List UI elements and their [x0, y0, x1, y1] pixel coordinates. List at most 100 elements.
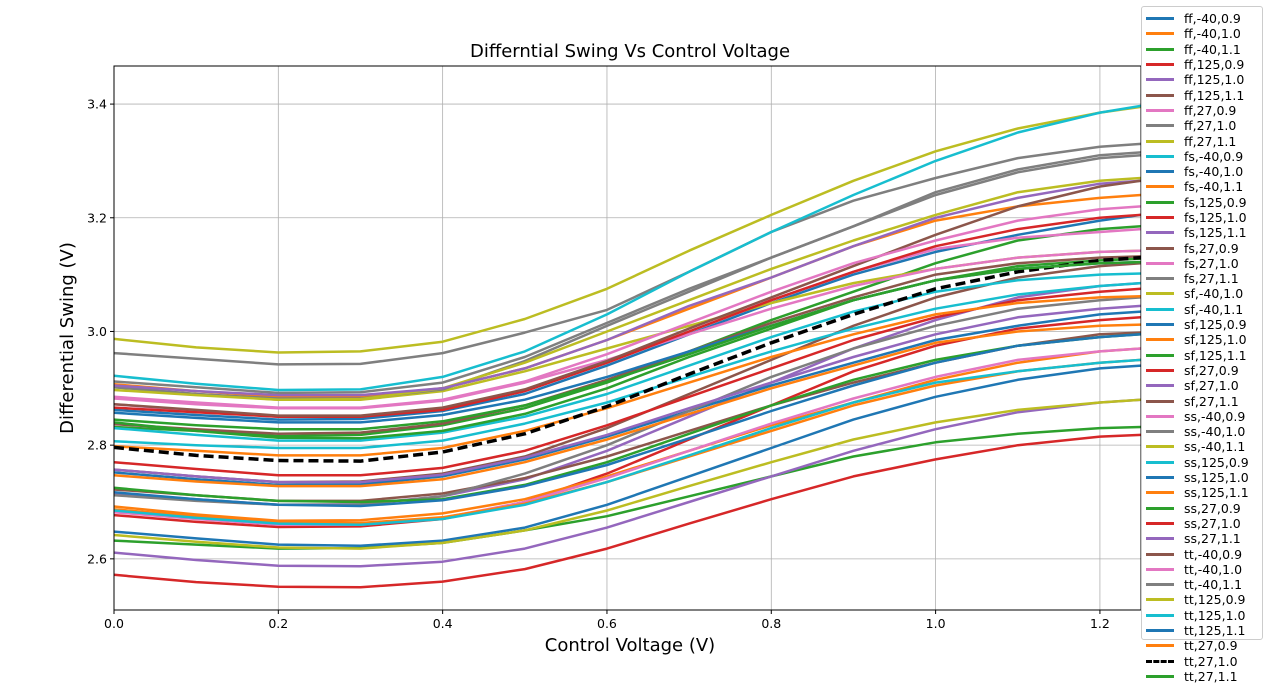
- series-line: [114, 104, 1141, 392]
- legend-swatch: [1146, 261, 1174, 265]
- legend-swatch: [1146, 323, 1174, 327]
- y-tick-label: 3.4: [87, 97, 107, 112]
- legend-item: ff,125,1.0: [1146, 72, 1262, 87]
- legend-swatch: [1146, 644, 1174, 648]
- legend-label: tt,27,0.9: [1184, 638, 1238, 654]
- y-tick-label: 2.8: [87, 438, 107, 453]
- series-line: [114, 205, 1141, 409]
- plot-area: [114, 104, 1141, 589]
- legend-item: ff,27,1.1: [1146, 133, 1262, 149]
- legend-swatch: [1146, 170, 1174, 174]
- y-axis-label: Differential Swing (V): [57, 242, 78, 434]
- series-line: [114, 316, 1141, 529]
- series-line: [114, 398, 1141, 568]
- legend-label: tt,-40,1.1: [1184, 577, 1243, 593]
- series-line: [114, 105, 1141, 354]
- legend-swatch: [1146, 108, 1174, 112]
- series-line: [114, 358, 1141, 526]
- series-line: [114, 260, 1141, 440]
- legend-swatch: [1146, 353, 1174, 357]
- legend-label: ss,125,1.0: [1184, 470, 1249, 486]
- legend-item: fs,-40,1.0: [1146, 164, 1262, 179]
- legend-label: ss,27,1.0: [1184, 515, 1241, 531]
- legend-swatch: [1146, 154, 1174, 158]
- legend-item: ss,-40,1.0: [1146, 424, 1262, 439]
- legend-item: ss,27,0.9: [1146, 501, 1262, 516]
- legend-swatch: [1146, 185, 1174, 189]
- series-line: [114, 433, 1141, 589]
- series-line: [114, 304, 1141, 484]
- legend-label: ff,-40,1.1: [1184, 41, 1241, 57]
- legend-swatch: [1146, 216, 1174, 219]
- legend-swatch: [1146, 583, 1174, 587]
- legend-item: tt,-40,1.1: [1146, 577, 1262, 592]
- legend-swatch: [1146, 368, 1174, 372]
- legend-item: ff,27,0.9: [1146, 103, 1262, 118]
- legend-label: sf,125,1.0: [1184, 332, 1247, 348]
- legend-swatch: [1146, 277, 1174, 281]
- legend-item: fs,27,1.0: [1146, 256, 1262, 271]
- line-chart: Differntial Swing Vs Control Voltage 0.0…: [57, 41, 1142, 656]
- legend-item: sf,-40,1.0: [1146, 286, 1262, 301]
- series-line: [114, 213, 1141, 421]
- legend-label: ss,27,0.9: [1184, 500, 1241, 516]
- legend-swatch: [1146, 32, 1174, 36]
- series-line: [114, 287, 1141, 477]
- legend-swatch: [1146, 430, 1174, 434]
- legend-item: ss,125,0.9: [1146, 455, 1262, 470]
- legend-swatch: [1146, 476, 1174, 480]
- legend-swatch: [1146, 629, 1174, 633]
- legend-item: tt,27,0.9: [1146, 638, 1262, 653]
- chart-title: Differntial Swing Vs Control Voltage: [470, 41, 790, 62]
- legend-swatch: [1146, 445, 1174, 449]
- series-line: [114, 255, 1141, 436]
- series-line: [114, 257, 1141, 431]
- legend-item: sf,125,0.9: [1146, 317, 1262, 332]
- legend-swatch: [1146, 521, 1174, 525]
- legend-item: sf,-40,1.1: [1146, 302, 1262, 317]
- legend-item: ss,125,1.0: [1146, 470, 1262, 485]
- series-line: [114, 179, 1141, 417]
- grid-lines: [113, 66, 1141, 610]
- legend-label: ff,125,1.0: [1184, 72, 1245, 88]
- series-line: [114, 255, 1141, 463]
- series-line: [114, 333, 1141, 508]
- legend-swatch: [1146, 460, 1174, 464]
- legend-swatch: [1146, 491, 1174, 495]
- legend-item: ff,125,0.9: [1146, 57, 1262, 72]
- series-line: [114, 193, 1141, 399]
- legend-label: ss,-40,0.9: [1184, 408, 1246, 424]
- legend-label: fs,-40,0.9: [1184, 148, 1244, 164]
- legend-label: sf,27,1.0: [1184, 378, 1239, 394]
- legend-item: tt,27,1.0: [1146, 653, 1262, 669]
- legend-swatch: [1146, 63, 1174, 67]
- legend-item: tt,27,1.1: [1146, 669, 1262, 684]
- legend-swatch: [1146, 17, 1174, 21]
- legend-item: ff,125,1.1: [1146, 87, 1262, 103]
- legend-label: ss,-40,1.0: [1184, 424, 1246, 440]
- legend-label: fs,-40,1.1: [1184, 179, 1244, 195]
- legend-swatch: [1146, 537, 1174, 541]
- x-tick-label: 0.8: [761, 616, 781, 631]
- plot-frame: [113, 65, 1142, 611]
- legend-item: tt,125,1.1: [1146, 623, 1262, 638]
- series-line: [114, 179, 1141, 397]
- legend-item: tt,-40,1.0: [1146, 562, 1262, 577]
- series-line: [114, 176, 1141, 401]
- legend-item: tt,-40,0.9: [1146, 546, 1262, 562]
- legend-label: fs,27,1.0: [1184, 255, 1239, 271]
- legend-label: sf,-40,1.0: [1184, 286, 1244, 302]
- legend-swatch: [1146, 78, 1174, 82]
- y-tick-label: 3.2: [87, 210, 107, 225]
- legend-label: fs,125,1.0: [1184, 210, 1247, 225]
- x-tick-label: 0.4: [433, 616, 453, 631]
- legend-item: fs,125,0.9: [1146, 195, 1262, 210]
- legend-swatch: [1146, 139, 1174, 143]
- legend-swatch: [1146, 414, 1174, 418]
- legend-item: tt,125,0.9: [1146, 592, 1262, 607]
- legend-item: sf,125,1.0: [1146, 332, 1262, 347]
- legend-item: ss,27,1.1: [1146, 531, 1262, 546]
- legend-label: sf,-40,1.1: [1184, 301, 1244, 317]
- legend-label: fs,27,0.9: [1184, 240, 1239, 256]
- legend-swatch: [1146, 384, 1174, 388]
